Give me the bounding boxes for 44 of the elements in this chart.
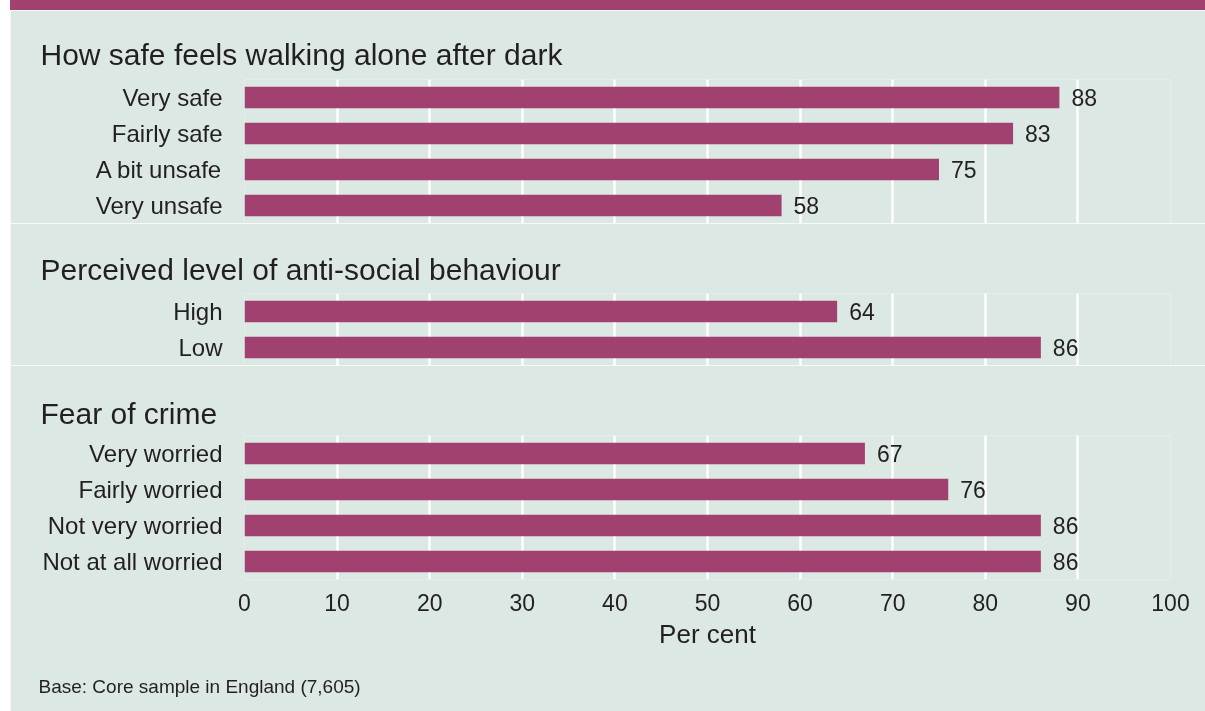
y-tick-label: Fairly worried (78, 476, 223, 503)
y-tick-label: High (173, 298, 223, 325)
x-tick-label: 90 (1065, 589, 1091, 616)
x-tick-label: 10 (324, 589, 350, 616)
x-tick-label: 70 (879, 589, 906, 616)
chart-title: Perceived level of anti-social behaviour (40, 253, 561, 286)
bar (244, 514, 1041, 537)
y-tick-label: A bit unsafe (95, 156, 222, 183)
bar (244, 122, 1014, 145)
data-label: 88 (1071, 85, 1097, 111)
x-tick-label: 100 (1151, 589, 1190, 616)
y-tick-label: Fairly safe (111, 120, 223, 147)
chart-title: Fear of crime (40, 396, 218, 430)
y-tick-label: Not at all worried (42, 548, 223, 575)
data-label: 86 (1052, 335, 1079, 361)
data-label: 86 (1052, 513, 1079, 539)
x-axis-title: Per cent (659, 618, 757, 649)
bar (244, 194, 782, 217)
bar (244, 478, 949, 501)
bar (244, 86, 1060, 109)
x-tick-label: 40 (602, 589, 628, 616)
y-tick-label: Low (178, 334, 224, 361)
y-tick-label: Very unsafe (95, 192, 223, 219)
data-label: 83 (1025, 121, 1051, 147)
x-tick-label: 30 (509, 589, 536, 616)
y-tick-label: Very safe (122, 84, 223, 111)
y-tick-label: Very worried (89, 440, 223, 467)
x-tick-label: 0 (238, 589, 251, 616)
text: Base: Core sample in England (7,605) (38, 675, 361, 697)
data-label: 75 (951, 157, 977, 183)
x-tick-label: 80 (972, 589, 999, 616)
chart-title: How safe feels walking alone after dark (40, 37, 564, 71)
data-label: 58 (793, 193, 820, 219)
x-tick-label: 20 (416, 589, 443, 616)
data-label: 86 (1052, 549, 1079, 575)
data-label: 67 (876, 441, 903, 467)
data-label: 76 (960, 477, 986, 503)
x-tick-label: 60 (787, 589, 813, 616)
x-tick-label: 50 (694, 589, 721, 616)
bar (244, 442, 865, 465)
y-tick-label: Not very worried (47, 512, 223, 539)
bar (244, 158, 939, 181)
data-label: 64 (849, 299, 875, 325)
bar (244, 550, 1041, 573)
